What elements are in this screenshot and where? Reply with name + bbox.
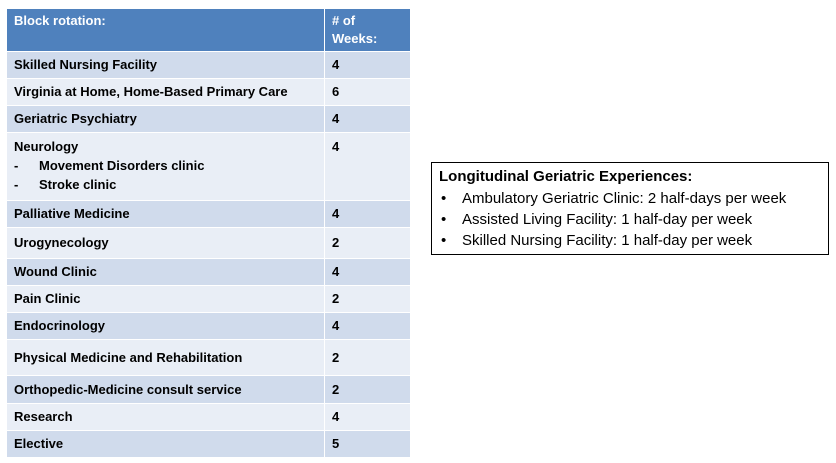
list-item: • Assisted Living Facility: 1 half-day p… <box>439 209 821 230</box>
rotation-weeks: 4 <box>324 105 411 133</box>
dash-glyph: - <box>14 158 19 173</box>
bullet-glyph: • <box>441 211 447 228</box>
header-weeks: # of Weeks: <box>324 8 411 52</box>
sublist-item-label: Movement Disorders clinic <box>39 158 205 173</box>
bullet-glyph: • <box>441 190 447 207</box>
sublist-item-label: Stroke clinic <box>39 177 117 192</box>
rotation-name: Pain Clinic <box>6 285 325 313</box>
rotation-weeks: 4 <box>324 312 411 340</box>
rotation-weeks: 2 <box>324 227 411 259</box>
rotation-name: Neurology <box>14 139 79 154</box>
rotation-name: Endocrinology <box>6 312 325 340</box>
header-block-rotation: Block rotation: <box>6 8 325 52</box>
bullet-glyph: • <box>441 232 447 249</box>
rotation-name: Virginia at Home, Home-Based Primary Car… <box>6 78 325 106</box>
table-row: Geriatric Psychiatry 4 <box>6 105 411 133</box>
rotation-name-cell: Neurology - Movement Disorders clinic - … <box>6 132 325 201</box>
rotation-weeks: 2 <box>324 375 411 404</box>
block-rotation-table: Block rotation: # of Weeks: Skilled Nurs… <box>6 8 411 458</box>
neurology-sublist: - Movement Disorders clinic - Stroke cli… <box>14 156 317 194</box>
rotation-weeks: 4 <box>324 200 411 228</box>
rotation-name: Orthopedic-Medicine consult service <box>6 375 325 404</box>
rotation-weeks: 4 <box>324 51 411 79</box>
rotation-weeks: 4 <box>324 258 411 286</box>
table-row: Virginia at Home, Home-Based Primary Car… <box>6 78 411 106</box>
dash-glyph: - <box>14 177 19 192</box>
list-item-label: Ambulatory Geriatric Clinic: 2 half-days… <box>462 190 787 207</box>
table-row: Elective 5 <box>6 430 411 458</box>
list-item-label: Skilled Nursing Facility: 1 half-day per… <box>462 232 753 249</box>
table-row: Urogynecology 2 <box>6 227 411 259</box>
rotation-weeks: 4 <box>324 132 411 201</box>
rotation-weeks: 6 <box>324 78 411 106</box>
longitudinal-experiences-box: Longitudinal Geriatric Experiences: • Am… <box>431 162 829 255</box>
list-item: • Ambulatory Geriatric Clinic: 2 half-da… <box>439 188 821 209</box>
list-item: • Skilled Nursing Facility: 1 half-day p… <box>439 230 821 251</box>
rotation-name: Palliative Medicine <box>6 200 325 228</box>
table-row: Endocrinology 4 <box>6 312 411 340</box>
table-row: Pain Clinic 2 <box>6 285 411 313</box>
table-row: Physical Medicine and Rehabilitation 2 <box>6 339 411 376</box>
sublist-item: - Stroke clinic <box>14 175 317 194</box>
table-row: Orthopedic-Medicine consult service 2 <box>6 375 411 404</box>
rotation-name: Geriatric Psychiatry <box>6 105 325 133</box>
longitudinal-title: Longitudinal Geriatric Experiences: <box>439 168 693 185</box>
rotation-name: Wound Clinic <box>6 258 325 286</box>
table-row: Wound Clinic 4 <box>6 258 411 286</box>
rotation-name: Skilled Nursing Facility <box>6 51 325 79</box>
rotation-name: Physical Medicine and Rehabilitation <box>6 339 325 376</box>
sublist-item: - Movement Disorders clinic <box>14 156 317 175</box>
longitudinal-list: • Ambulatory Geriatric Clinic: 2 half-da… <box>439 188 821 251</box>
rotation-name: Research <box>6 403 325 431</box>
rotation-name: Urogynecology <box>6 227 325 259</box>
list-item-label: Assisted Living Facility: 1 half-day per… <box>462 211 753 228</box>
table-header-row: Block rotation: # of Weeks: <box>6 8 411 52</box>
rotation-weeks: 2 <box>324 285 411 313</box>
rotation-name: Elective <box>6 430 325 458</box>
table-row: Neurology - Movement Disorders clinic - … <box>6 132 411 201</box>
rotation-weeks: 2 <box>324 339 411 376</box>
rotation-weeks: 5 <box>324 430 411 458</box>
rotation-weeks: 4 <box>324 403 411 431</box>
table-row: Research 4 <box>6 403 411 431</box>
table-row: Palliative Medicine 4 <box>6 200 411 228</box>
table-row: Skilled Nursing Facility 4 <box>6 51 411 79</box>
